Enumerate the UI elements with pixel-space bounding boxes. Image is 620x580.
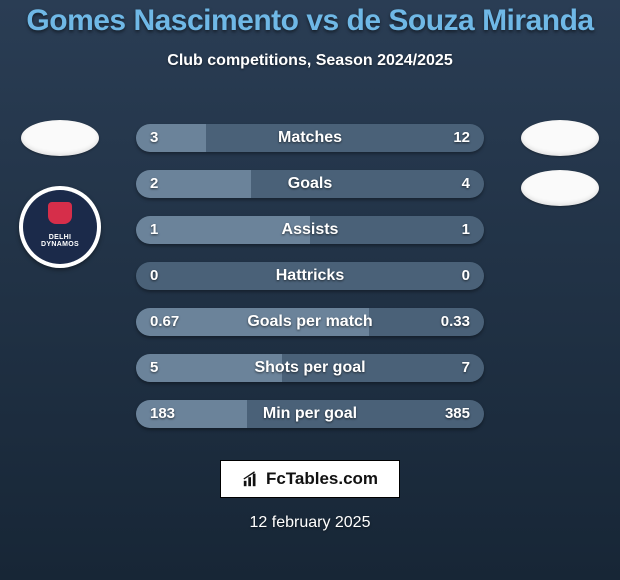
stat-label: Min per goal: [136, 400, 484, 428]
comparison-subtitle: Club competitions, Season 2024/2025: [0, 52, 620, 70]
stat-label: Shots per goal: [136, 354, 484, 382]
stat-row: 1Assists1: [136, 216, 484, 244]
flag-right: [521, 120, 599, 156]
club-badge-line1: DELHI: [49, 234, 72, 241]
stat-row: 5Shots per goal7: [136, 354, 484, 382]
stat-row: 183Min per goal385: [136, 400, 484, 428]
stat-value-right: 7: [462, 354, 470, 382]
flag-left: [21, 120, 99, 156]
stat-label: Matches: [136, 124, 484, 152]
stat-label: Hattricks: [136, 262, 484, 290]
stat-row: 0.67Goals per match0.33: [136, 308, 484, 336]
stat-value-right: 0.33: [441, 308, 470, 336]
stat-value-right: 385: [445, 400, 470, 428]
avatar-left: DELHI DYNAMOS: [19, 186, 101, 268]
stat-value-right: 4: [462, 170, 470, 198]
stat-row: 3Matches12: [136, 124, 484, 152]
stats-bars: 3Matches12 2Goals4 1Assists1 0Hattricks0 0.6…: [136, 124, 484, 428]
subtitle-text: Club competitions, Season 2024/2025: [167, 52, 452, 69]
comparison-title: Gomes Nascimento vs de Souza Miranda: [0, 4, 620, 38]
brand-text: FcTables.com: [266, 469, 378, 489]
stat-value-right: 12: [453, 124, 470, 152]
club-badge-line2: DYNAMOS: [41, 241, 79, 248]
content-root: Gomes Nascimento vs de Souza Miranda Clu…: [0, 0, 620, 580]
stat-label: Assists: [136, 216, 484, 244]
stat-value-right: 1: [462, 216, 470, 244]
flag-right-secondary: [521, 170, 599, 206]
stat-value-right: 0: [462, 262, 470, 290]
player-left-column: DELHI DYNAMOS: [0, 120, 120, 268]
stat-row: 2Goals4: [136, 170, 484, 198]
player-right-column: [500, 120, 620, 206]
brand-box[interactable]: FcTables.com: [220, 460, 400, 498]
brand-chart-icon: [242, 470, 260, 488]
club-badge-left: DELHI DYNAMOS: [23, 190, 97, 264]
stat-label: Goals per match: [136, 308, 484, 336]
club-badge-icon: [48, 202, 72, 224]
stat-row: 0Hattricks0: [136, 262, 484, 290]
footer-date: 12 february 2025: [0, 514, 620, 532]
stat-label: Goals: [136, 170, 484, 198]
